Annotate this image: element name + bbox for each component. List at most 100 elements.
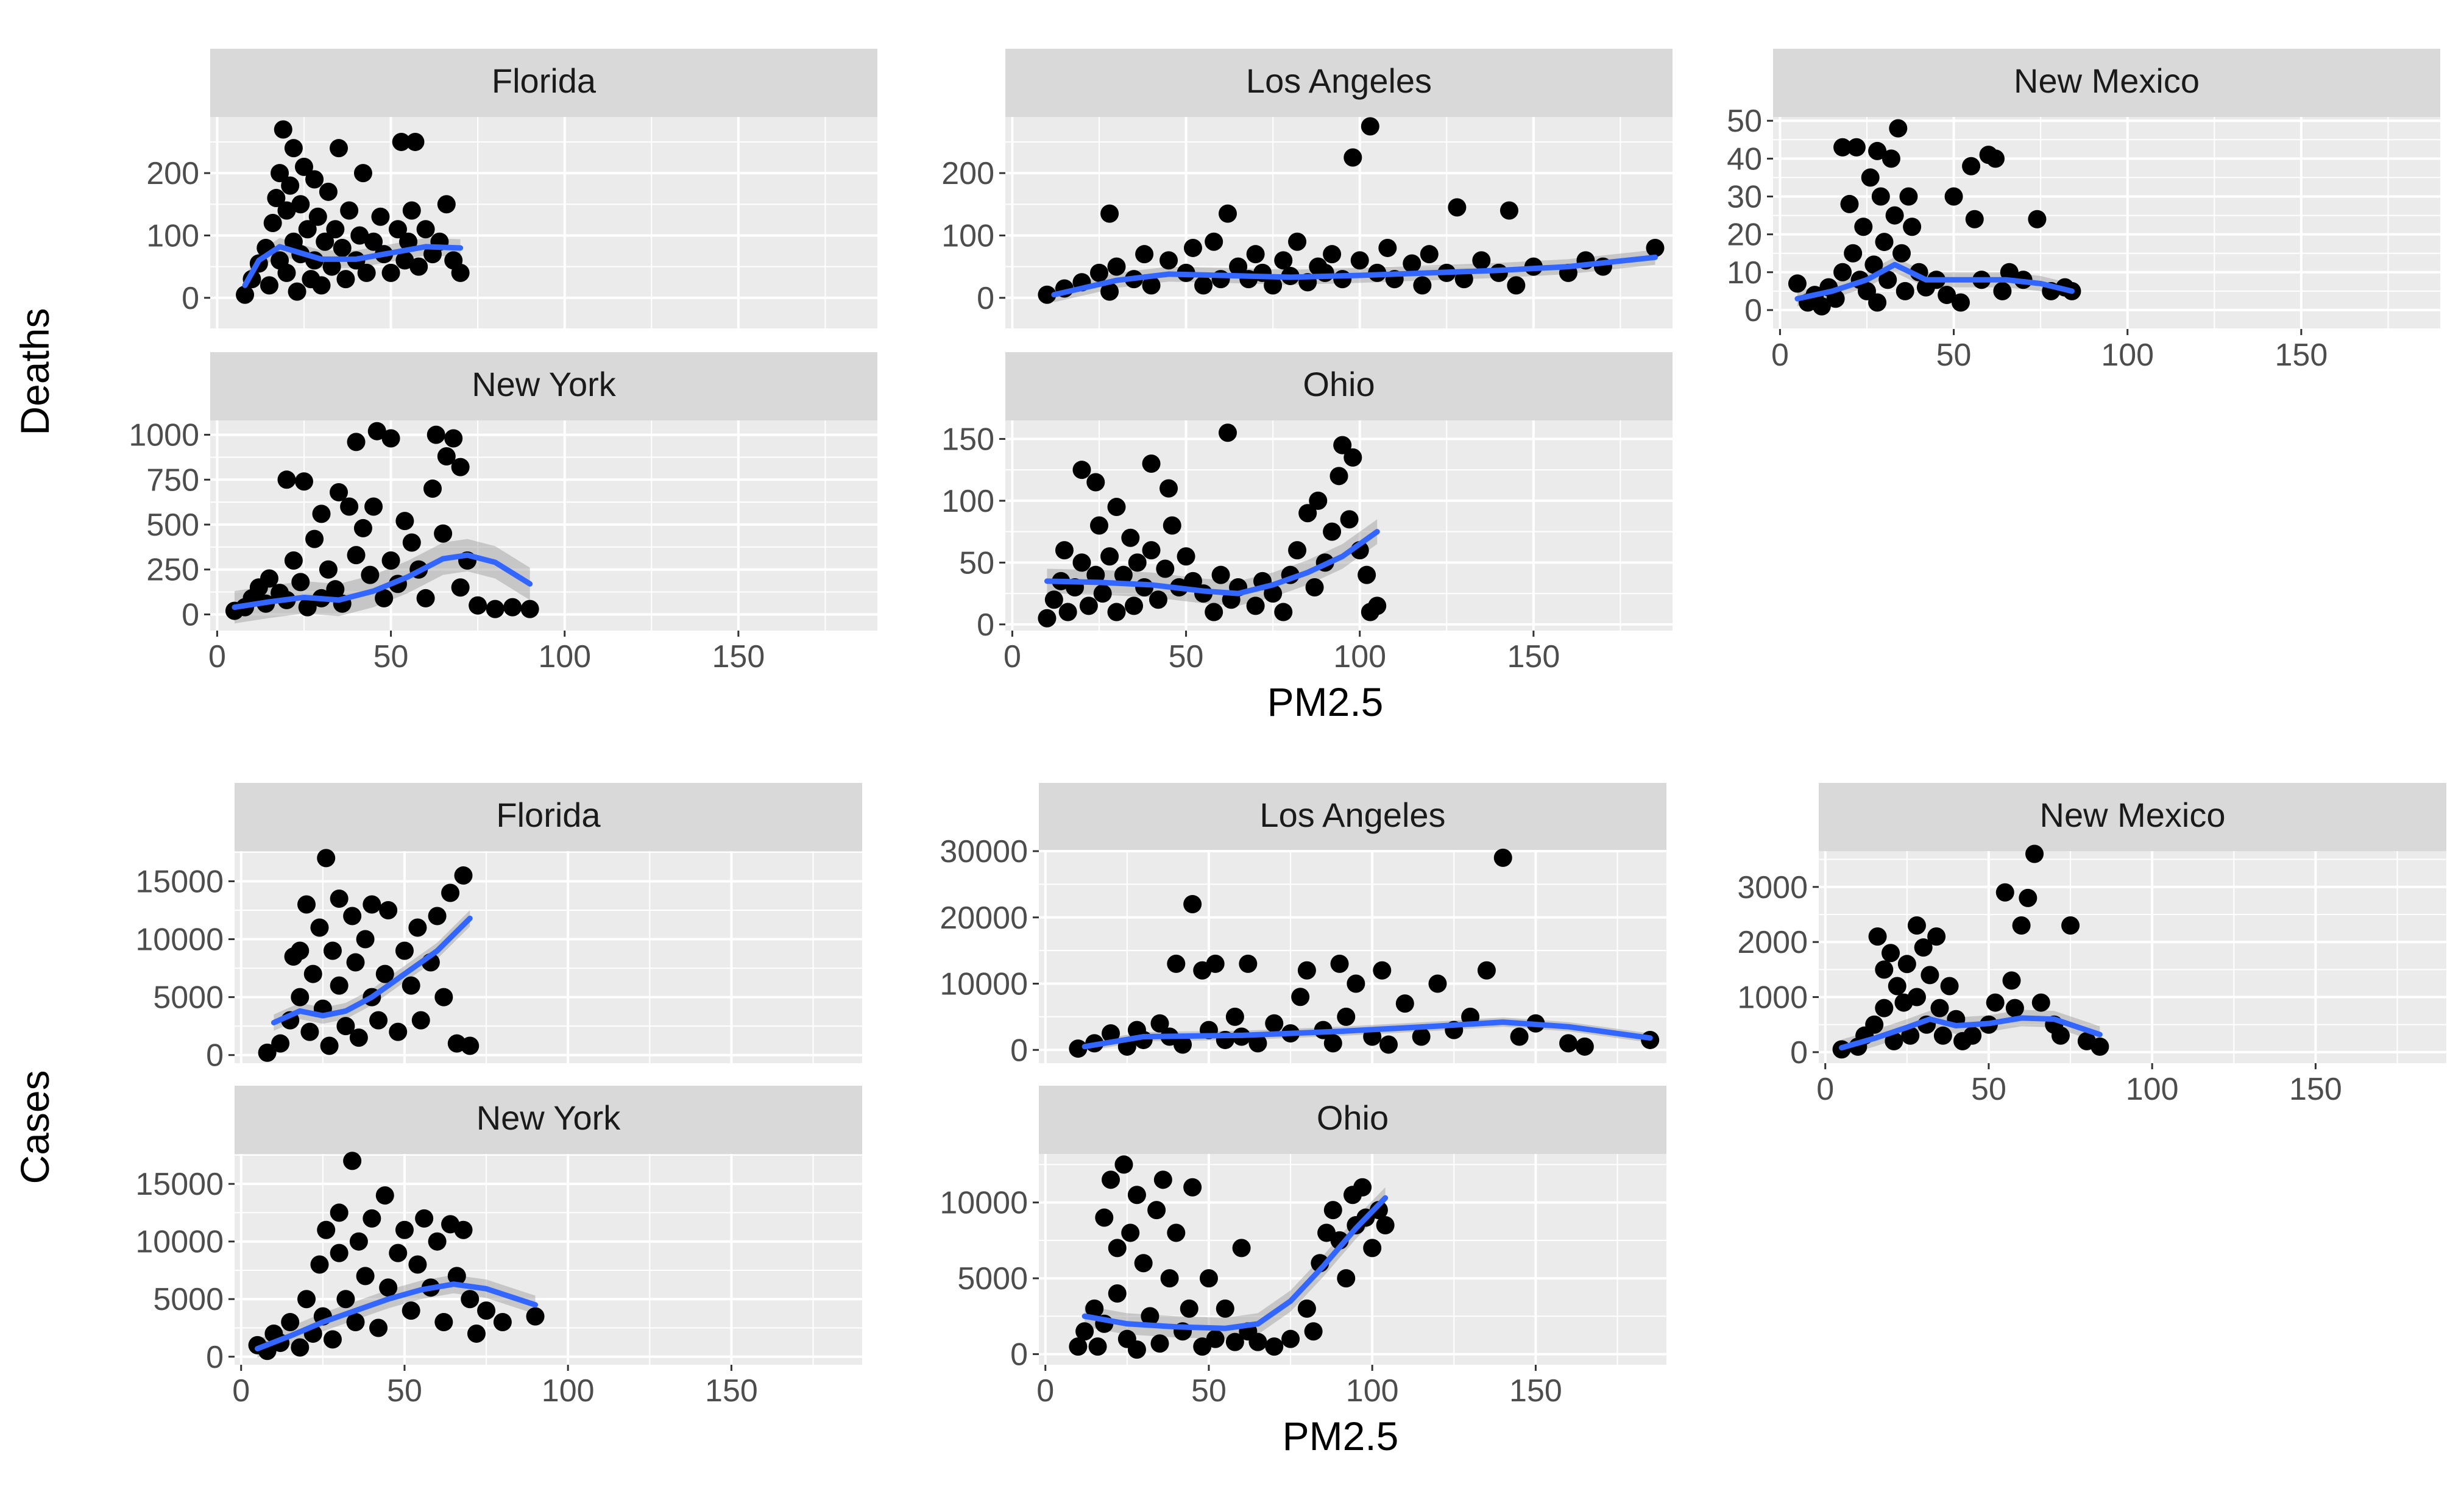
chart1-ohio-data-point <box>1298 504 1317 523</box>
chart1-los-angeles-data-point <box>1288 232 1307 251</box>
chart1-new-mexico-strip <box>1773 49 2440 117</box>
chart1-los-angeles-data-point <box>1274 251 1293 270</box>
chart2-florida-data-point <box>320 1036 339 1055</box>
chart1-new-mexico-data-point <box>1844 244 1863 263</box>
chart1-los-angeles-data-point <box>1333 270 1352 289</box>
chart1-new-york-x-tick-label: 100 <box>538 639 591 674</box>
chart1-new-mexico-data-point <box>1993 281 2012 300</box>
chart2-los-angeles-data-point <box>1297 961 1316 980</box>
chart1-florida-y-tick-label: 200 <box>146 156 199 191</box>
chart1-new-york-smooth-line <box>232 552 533 610</box>
chart2-new-york-x-tick-label: 150 <box>705 1373 758 1409</box>
chart1-florida-data-point <box>267 189 286 208</box>
chart2-florida-data-point <box>271 1034 290 1053</box>
chart1-los-angeles-data-point <box>1246 245 1265 264</box>
chart2-florida-data-point <box>402 976 420 995</box>
chart2-new-york-data-point <box>317 1220 336 1239</box>
chart2-new-mexico-data-point <box>1888 977 1906 996</box>
chart2-new-mexico-strip-label: New Mexico <box>2040 796 2226 834</box>
chart1-ohio-data-point <box>1344 448 1362 467</box>
chart1-new-york-data-point <box>395 512 414 531</box>
chart2-new-york-smooth-line <box>255 1281 539 1352</box>
chart2-ohio-data-point <box>1088 1337 1107 1356</box>
chart1-florida-data-point <box>330 139 349 158</box>
chart1-new-mexico-x-tick-label: 50 <box>1936 338 1972 373</box>
chart1-new-york-data-point <box>423 479 442 498</box>
chart2-ohio-data-point <box>1069 1337 1088 1356</box>
chart1-ohio-data-point <box>1274 603 1293 621</box>
chart1-new-mexico-data-point <box>1812 297 1831 316</box>
chart2-los-angeles-y-tick-label: 10000 <box>940 967 1028 1002</box>
chart2-florida-data-point <box>411 1011 430 1030</box>
chart1-new-mexico-data-point <box>1938 286 1956 305</box>
chart2-new-york-data-point <box>369 1318 388 1337</box>
chart2-florida-data-point <box>291 988 310 1007</box>
chart2-new-york-data-point <box>346 1313 365 1332</box>
chart1-ohio-panel: Ohio 0 50 100 150 <box>941 352 1673 643</box>
chart2-los-angeles-panel: Los Angeles 0 10000 20000 30000 <box>940 783 1666 1068</box>
chart1-new-mexico-y-tick-label: 10 <box>1727 255 1762 291</box>
chart2-ohio-x-tick-label: 100 <box>1346 1373 1399 1409</box>
chart2-new-york-data-point <box>291 1338 310 1357</box>
chart2-ohio-data-point <box>1206 1329 1225 1348</box>
chart2-new-mexico-data-point <box>1986 993 2005 1012</box>
chart2-ohio-data-point <box>1127 1186 1146 1205</box>
chart1-new-york-strip-label: New York <box>472 365 617 403</box>
chart1-los-angeles-data-point <box>1135 245 1154 264</box>
chart1-los-angeles-data-point <box>1472 251 1491 270</box>
chart2-ohio-x-tick-label: 150 <box>1509 1373 1562 1409</box>
chart2-new-york-data-point <box>395 1220 414 1239</box>
chart2-new-mexico-data-point <box>1914 938 1933 957</box>
chart1-florida-data-point <box>402 201 421 220</box>
chart1-florida-data-point <box>305 170 324 189</box>
chart1-los-angeles-data-point <box>1194 276 1213 295</box>
chart2-new-mexico-data-point <box>1868 927 1887 946</box>
chart2-new-york-data-point <box>428 1232 447 1251</box>
chart1-new-york-data-point <box>434 524 453 543</box>
chart1-los-angeles-data-point <box>1229 257 1248 276</box>
chart1-florida-data-point <box>336 270 355 289</box>
chart1-new-york-data-point <box>486 600 504 618</box>
chart1-new-york-data-point <box>361 565 380 584</box>
chart2-florida-data-point <box>297 895 316 914</box>
chart1-new-york-data-point <box>347 546 366 565</box>
chart2-ohio-data-point <box>1167 1223 1186 1242</box>
chart2-new-mexico-data-point <box>2031 993 2050 1012</box>
chart1-new-mexico-data-point <box>2000 263 2019 281</box>
chart2-florida-y-tick-label: 15000 <box>135 864 224 899</box>
chart1-new-york-data-point <box>284 551 303 570</box>
chart2-new-york-data-point <box>434 1313 453 1332</box>
chart1-new-york-data-point <box>381 429 400 448</box>
chart2-new-york-data-point <box>375 1186 394 1205</box>
chart1-new-york-data-point <box>427 425 445 444</box>
chart2-los-angeles-data-point <box>1225 1007 1244 1026</box>
chart2-y-axis-title: Cases <box>12 1070 57 1184</box>
chart1-ohio-data-point <box>1044 590 1063 609</box>
chart2-ohio-data-point <box>1216 1299 1234 1318</box>
chart1-florida-data-point <box>319 182 338 201</box>
chart1-ohio-data-point <box>1219 423 1237 442</box>
chart2-los-angeles-y-tick-label: 20000 <box>940 900 1028 936</box>
chart1-florida-smooth-line <box>242 244 464 288</box>
chart2-new-york-panel: New York 0 5000 10000 15000 <box>135 1086 862 1375</box>
chart1-los-angeles-data-point <box>1448 198 1467 217</box>
chart2-ohio-data-point <box>1225 1332 1244 1351</box>
chart1-new-york-data-point <box>260 569 278 588</box>
chart1-florida-panel: Florida 0 100 200 <box>146 49 877 330</box>
chart2-x-axis-title: PM2.5 <box>1283 1413 1399 1459</box>
chart2-los-angeles-data-point <box>1347 974 1365 993</box>
chart2-new-mexico-data-point <box>1907 988 1926 1007</box>
chart1-new-mexico-data-point <box>1962 157 1981 175</box>
chart2-new-mexico-data-point <box>1907 916 1926 935</box>
chart2-ohio-data-point <box>1150 1334 1169 1353</box>
chart2-los-angeles-data-point <box>1174 1035 1192 1054</box>
chart1-ohio-data-point <box>1089 516 1108 535</box>
chart2-florida-data-point <box>317 849 336 868</box>
chart2-los-angeles-data-point <box>1102 1024 1120 1043</box>
chart1-new-york-y-tick-label: 500 <box>146 508 199 543</box>
chart2-new-york-data-point <box>281 1313 300 1332</box>
chart2-ohio-data-point <box>1134 1254 1153 1273</box>
chart2-ohio-data-point <box>1108 1239 1127 1258</box>
chart1-ohio-data-point <box>1333 436 1352 455</box>
chart2-new-mexico-data-point <box>1885 1031 1903 1050</box>
